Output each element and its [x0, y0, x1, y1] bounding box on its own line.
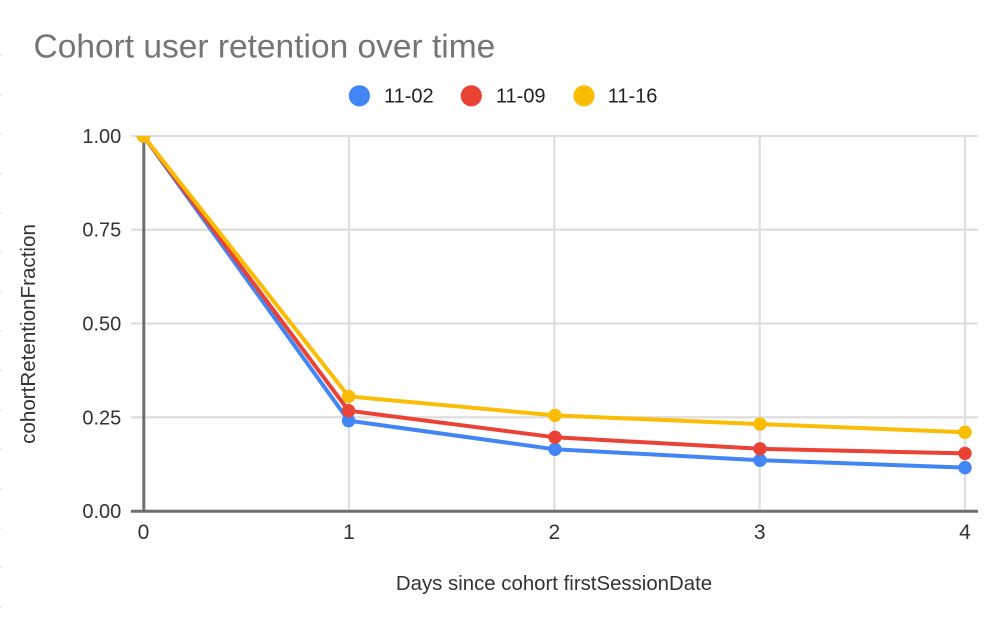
svg-text:11-16: 11-16 [608, 86, 658, 108]
svg-text:1.00: 1.00 [82, 126, 121, 148]
svg-text:0.75: 0.75 [82, 220, 121, 242]
svg-text:cohortRetentionFraction: cohortRetentionFraction [17, 224, 40, 444]
svg-text:0: 0 [138, 521, 150, 544]
svg-text:11-09: 11-09 [496, 86, 546, 108]
svg-text:11-02: 11-02 [384, 86, 434, 108]
svg-text:4: 4 [959, 521, 971, 544]
svg-text:0.50: 0.50 [82, 314, 121, 336]
svg-text:2: 2 [548, 521, 560, 544]
svg-text:0.25: 0.25 [82, 407, 121, 429]
svg-text:Days since cohort firstSession: Days since cohort firstSessionDate [396, 573, 712, 595]
svg-text:3: 3 [754, 521, 766, 544]
svg-text:0.00: 0.00 [82, 501, 121, 523]
svg-text:1: 1 [343, 521, 355, 544]
svg-text:Cohort user retention over tim: Cohort user retention over time [34, 29, 496, 66]
